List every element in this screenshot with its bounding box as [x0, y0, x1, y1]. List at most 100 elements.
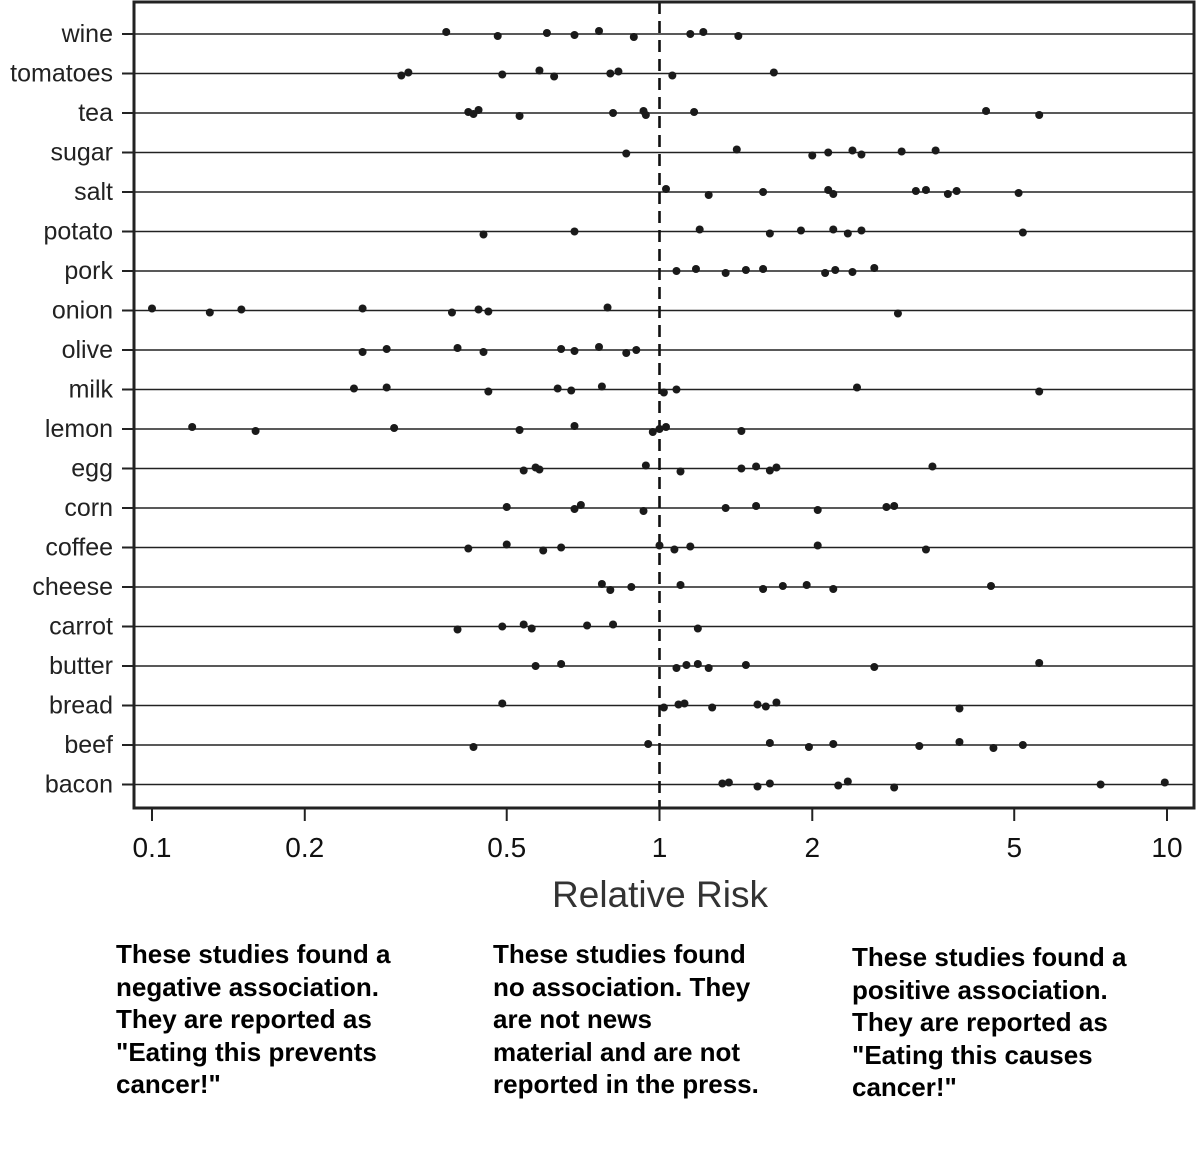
point-wine [493, 32, 502, 40]
point-sugar [857, 150, 866, 159]
point-lemon [515, 426, 524, 434]
point-wine [442, 28, 451, 36]
point-onion [205, 308, 214, 317]
point-corn [890, 502, 899, 510]
note-line: cancer!" [116, 1069, 221, 1099]
point-tomatoes [498, 70, 507, 79]
point-butter [1035, 659, 1044, 667]
note-line: They are reported as [116, 1004, 372, 1034]
point-tomatoes [397, 71, 406, 80]
point-tomatoes [606, 69, 615, 78]
point-wine [699, 28, 708, 36]
point-salt [759, 188, 768, 196]
x-tick-label: 5 [1006, 832, 1022, 863]
point-tomatoes [614, 67, 623, 76]
plot-frame [132, 0, 1196, 810]
point-beef [765, 739, 774, 747]
note-line: "Eating this causes [852, 1039, 1093, 1070]
y-label-tomatoes: tomatoes [10, 60, 113, 88]
point-corn [502, 503, 511, 511]
no-association-note: These studies found no association. They… [493, 938, 759, 1101]
point-bacon [753, 782, 762, 791]
point-egg [928, 462, 937, 471]
point-beef [989, 744, 998, 752]
point-lemon [737, 427, 746, 435]
point-egg [765, 466, 774, 475]
point-corn [576, 501, 585, 509]
point-bread [680, 699, 689, 708]
point-tea [474, 106, 483, 114]
point-salt [829, 190, 838, 198]
point-pork [721, 269, 730, 277]
point-potato [857, 226, 866, 235]
point-corn [639, 507, 648, 515]
point-olive [358, 348, 367, 356]
point-onion [603, 303, 612, 312]
point-salt [943, 190, 952, 198]
note-line: are not news [493, 1004, 652, 1034]
point-cheese [987, 582, 996, 590]
point-cheese [759, 585, 768, 593]
point-sugar [931, 146, 940, 155]
point-bacon [724, 778, 733, 787]
point-lemon [390, 424, 399, 432]
note-line: They are reported as [852, 1007, 1108, 1037]
point-carrot [519, 620, 528, 629]
point-butter [672, 664, 681, 672]
point-egg [737, 464, 746, 473]
note-line: positive association. [852, 974, 1108, 1005]
point-lemon [655, 425, 664, 433]
note-line: These studies found a [852, 942, 1127, 972]
point-cheese [802, 581, 811, 589]
point-olive [453, 344, 462, 352]
point-potato [843, 229, 852, 238]
y-label-cheese: cheese [32, 573, 113, 601]
point-olive [595, 343, 604, 351]
point-butter [557, 660, 566, 668]
point-coffee [557, 543, 566, 552]
point-pork [870, 264, 879, 272]
point-butter [870, 663, 879, 671]
point-bread [955, 704, 964, 713]
note-line: reported in the press. [493, 1069, 759, 1099]
y-label-butter: butter [49, 652, 113, 680]
y-label-beef: beef [64, 731, 113, 759]
y-label-coffee: coffee [45, 534, 113, 562]
negative-association-note: These studies found a negative associati… [116, 938, 391, 1101]
point-milk [597, 382, 606, 391]
point-egg [772, 463, 781, 472]
point-egg [676, 467, 685, 476]
point-onion [474, 305, 483, 314]
point-corn [882, 503, 891, 511]
point-coffee [464, 544, 473, 553]
note-line: cancer!" [852, 1072, 957, 1102]
point-lemon [570, 422, 579, 430]
point-bacon [1096, 780, 1105, 789]
point-tea [641, 111, 650, 119]
y-label-pork: pork [64, 257, 113, 285]
point-tea [982, 107, 991, 115]
point-sugar [622, 149, 631, 158]
y-label-egg: egg [71, 455, 113, 483]
row-gridlines [134, 33, 1194, 786]
point-bread [772, 698, 781, 707]
point-tea [1035, 111, 1044, 119]
positive-association-note: These studies found a positive associati… [852, 941, 1127, 1104]
point-tomatoes [769, 68, 778, 77]
point-tea [515, 112, 524, 120]
point-coffee [655, 541, 664, 550]
point-pork [672, 267, 681, 275]
point-bacon [890, 783, 899, 792]
x-tick-label: 1 [652, 832, 668, 863]
point-egg [519, 466, 528, 475]
point-sugar [848, 146, 857, 155]
point-beef [644, 740, 653, 748]
point-coffee [921, 545, 930, 554]
point-milk [659, 388, 668, 397]
point-pork [831, 266, 840, 274]
point-lemon [188, 423, 197, 431]
note-line: no association. They [493, 971, 751, 1002]
point-olive [479, 348, 488, 356]
point-sugar [897, 147, 906, 156]
point-tomatoes [550, 72, 559, 81]
